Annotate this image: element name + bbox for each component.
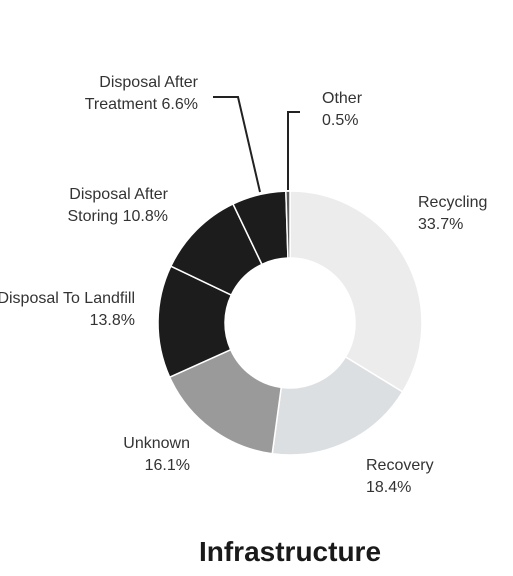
slice-label: Recycling 33.7% <box>418 192 513 236</box>
leader-line <box>287 111 300 190</box>
category-label: Recovery <box>366 457 434 474</box>
value-label: 16.1% <box>144 457 190 474</box>
slice-label: Unknown 16.1% <box>50 433 190 477</box>
value-label: 10.8% <box>122 208 168 225</box>
category-label: Disposal After Treatment <box>84 74 198 113</box>
category-label: Recycling <box>418 194 488 211</box>
slice-label: Other 0.5% <box>322 88 462 132</box>
slice-label: Disposal After Treatment 6.6% <box>58 72 198 116</box>
category-label: Disposal To Landfill <box>0 290 135 307</box>
slice <box>285 190 291 259</box>
slice-label: Disposal After Storing 10.8% <box>28 184 168 228</box>
chart-title: Infrastructure <box>198 536 382 567</box>
slice <box>289 190 423 393</box>
category-label: Unknown <box>123 435 190 452</box>
slices <box>157 190 423 456</box>
value-label: 6.6% <box>161 96 198 113</box>
slice-label: Recovery 18.4% <box>366 455 506 499</box>
category-label: Other <box>322 90 363 107</box>
leader-line <box>213 96 261 193</box>
value-label: 18.4% <box>366 479 412 496</box>
value-label: 33.7% <box>418 216 464 233</box>
value-label: 0.5% <box>322 112 359 129</box>
category-label: Disposal After Storing <box>67 186 168 225</box>
slice-label: Disposal To Landfill 13.8% <box>0 288 135 332</box>
value-label: 13.8% <box>89 312 135 329</box>
